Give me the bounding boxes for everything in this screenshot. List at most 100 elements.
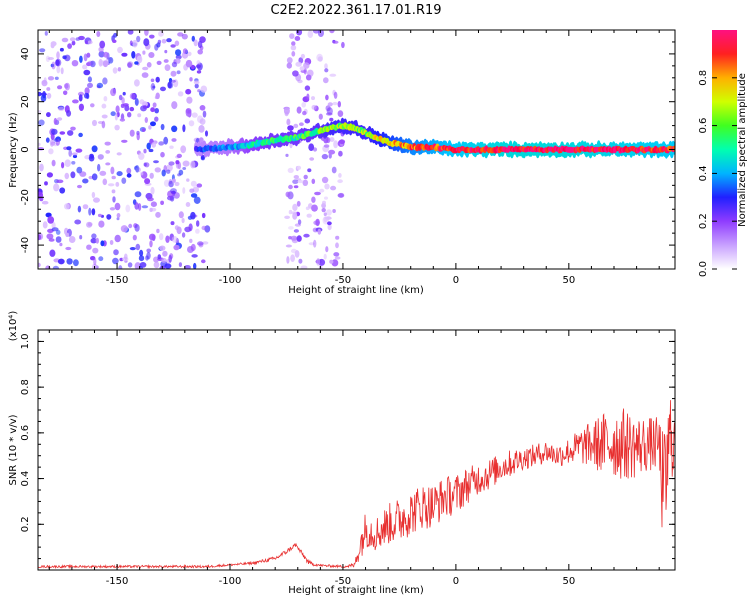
noise-blob bbox=[324, 68, 329, 73]
noise-blob bbox=[142, 50, 146, 55]
noise-blob bbox=[146, 142, 151, 150]
noise-blob bbox=[321, 208, 326, 213]
noise-blob bbox=[154, 167, 161, 173]
noise-blob bbox=[324, 63, 328, 70]
noise-blob bbox=[110, 111, 116, 117]
noise-blob bbox=[170, 70, 177, 77]
noise-blob bbox=[293, 175, 299, 179]
noise-blob bbox=[57, 258, 65, 265]
noise-blob bbox=[55, 58, 62, 67]
noise-blob bbox=[91, 208, 96, 216]
x-tick-label: -100 bbox=[219, 576, 242, 587]
noise-blob bbox=[316, 258, 321, 266]
noise-blob bbox=[132, 234, 137, 241]
noise-blob bbox=[289, 33, 295, 39]
noise-blob bbox=[46, 233, 54, 240]
noise-blob bbox=[56, 65, 61, 74]
noise-blob bbox=[96, 82, 104, 89]
noise-blob bbox=[323, 253, 327, 260]
x-tick-label: 50 bbox=[562, 576, 575, 587]
noise-blob bbox=[41, 200, 49, 205]
noise-blob bbox=[196, 60, 201, 66]
noise-blob bbox=[78, 94, 83, 102]
noise-blob bbox=[89, 60, 96, 68]
noise-blob bbox=[285, 153, 289, 157]
noise-blob bbox=[115, 105, 120, 113]
noise-blob bbox=[182, 160, 190, 167]
noise-blob bbox=[283, 107, 290, 115]
noise-blob bbox=[311, 96, 315, 101]
noise-blob bbox=[132, 39, 138, 48]
noise-blob bbox=[163, 59, 169, 63]
noise-blob bbox=[122, 103, 129, 107]
noise-blob bbox=[84, 40, 88, 45]
x-tick-label: -100 bbox=[219, 275, 242, 286]
noise-blob bbox=[189, 77, 193, 82]
noise-blob bbox=[143, 38, 150, 47]
noise-blob bbox=[122, 91, 126, 96]
noise-blob bbox=[197, 241, 204, 246]
noise-blob bbox=[188, 120, 195, 127]
x-tick-label: 0 bbox=[453, 275, 459, 286]
noise-blob bbox=[170, 44, 176, 48]
noise-blob bbox=[307, 168, 312, 173]
noise-blob bbox=[114, 202, 121, 211]
noise-blob bbox=[82, 178, 89, 184]
noise-blob bbox=[88, 207, 92, 216]
noise-blob bbox=[150, 83, 156, 91]
noise-blob bbox=[178, 211, 184, 219]
noise-blob bbox=[196, 220, 200, 227]
noise-blob bbox=[187, 51, 192, 57]
colorbar-tick-label: 0.2 bbox=[698, 213, 709, 229]
y-tick-label: 0 bbox=[20, 146, 31, 152]
noise-blob bbox=[91, 233, 97, 239]
noise-blob bbox=[65, 232, 69, 237]
noise-blob bbox=[288, 236, 292, 240]
noise-blob bbox=[290, 254, 295, 262]
noise-blob bbox=[65, 246, 72, 251]
noise-blob bbox=[174, 40, 180, 47]
noise-blob bbox=[53, 183, 60, 192]
noise-blob bbox=[53, 138, 59, 142]
noise-blob bbox=[174, 181, 180, 187]
x-tick-label: 0 bbox=[453, 576, 459, 587]
noise-blob bbox=[332, 209, 336, 213]
noise-blob bbox=[58, 106, 65, 112]
noise-blob bbox=[311, 196, 316, 203]
noise-blob bbox=[62, 90, 68, 96]
noise-blob bbox=[143, 105, 147, 109]
x-tick-label: -50 bbox=[335, 576, 351, 587]
noise-blob bbox=[39, 196, 44, 202]
noise-blob bbox=[303, 174, 308, 180]
noise-blob bbox=[175, 160, 180, 165]
noise-blob bbox=[129, 92, 136, 100]
noise-blob bbox=[315, 218, 320, 227]
spectrogram-image bbox=[38, 30, 675, 269]
noise-blob bbox=[333, 140, 338, 149]
noise-blob bbox=[102, 60, 109, 68]
noise-blob bbox=[308, 143, 315, 151]
noise-blob bbox=[150, 78, 155, 83]
noise-blob bbox=[155, 92, 160, 100]
noise-blob bbox=[43, 77, 47, 84]
noise-blob bbox=[188, 223, 193, 232]
noise-blob bbox=[197, 40, 203, 49]
noise-blob bbox=[319, 188, 325, 193]
noise-blob bbox=[86, 52, 91, 58]
noise-blob bbox=[159, 245, 166, 251]
noise-blob bbox=[144, 178, 151, 185]
noise-blob bbox=[286, 57, 293, 64]
noise-blob bbox=[64, 159, 71, 167]
noise-blob bbox=[170, 188, 177, 194]
noise-blob bbox=[150, 201, 157, 207]
noise-blob bbox=[173, 244, 180, 251]
noise-blob bbox=[303, 62, 310, 69]
noise-blob bbox=[111, 189, 116, 194]
noise-blob bbox=[112, 257, 119, 265]
noise-blob bbox=[313, 239, 317, 248]
noise-blob bbox=[66, 110, 72, 117]
noise-blob bbox=[149, 240, 153, 248]
noise-blob bbox=[286, 256, 290, 264]
noise-blob bbox=[305, 206, 310, 211]
noise-blob bbox=[317, 30, 324, 37]
